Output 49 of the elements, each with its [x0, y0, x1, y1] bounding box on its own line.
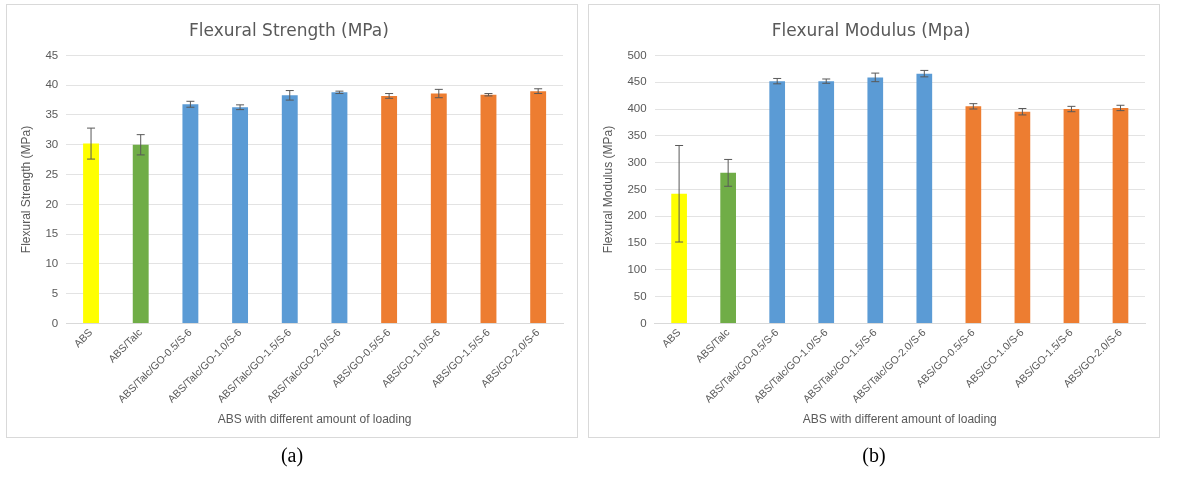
y-tick-label: 35 [45, 108, 59, 121]
y-tick-label: 40 [45, 78, 59, 91]
y-tick-label: 300 [627, 155, 647, 168]
bar [769, 81, 786, 324]
bar [965, 106, 982, 324]
y-tick-label: 15 [45, 227, 59, 240]
y-tick-label: 250 [627, 182, 647, 195]
bar [818, 81, 835, 324]
y-axis-title: Flexural Modulus (MPa) [600, 125, 615, 254]
chart-title: Flexural Strength (MPa) [189, 19, 389, 40]
bar [430, 93, 447, 324]
bar [1063, 109, 1080, 324]
y-tick-label: 500 [627, 48, 647, 61]
x-axis-title: ABS with different amount of loading [217, 412, 412, 427]
y-tick-label: 0 [51, 316, 59, 329]
chart-title: Flexural Modulus (Mpa) [771, 19, 971, 40]
bar [916, 73, 933, 324]
x-axis-title: ABS with different amount of loading [802, 412, 997, 427]
bar [720, 172, 736, 324]
y-tick-label: 5 [51, 286, 59, 299]
y-tick-label: 100 [627, 263, 647, 276]
bar [132, 144, 149, 324]
bar [480, 94, 497, 324]
y-tick-label: 45 [45, 48, 59, 61]
bar [182, 104, 199, 324]
y-tick-label: 25 [45, 167, 59, 180]
y-tick-label: 10 [45, 257, 59, 270]
y-tick-label: 0 [640, 316, 647, 329]
y-tick-label: 450 [627, 75, 647, 88]
y-tick-label: 400 [627, 102, 647, 115]
y-tick-label: 20 [45, 197, 59, 210]
bar [1014, 111, 1031, 324]
bar [1112, 107, 1129, 324]
bar [867, 77, 884, 324]
bar [671, 193, 687, 324]
text: (b) [862, 444, 886, 467]
bar [530, 91, 547, 324]
bar [331, 92, 348, 324]
y-axis-title: Flexural Strength (MPa) [18, 125, 33, 254]
y-tick-label: 200 [627, 209, 647, 222]
bar [381, 95, 398, 324]
bar [232, 107, 249, 324]
y-tick-label: 50 [633, 289, 647, 302]
y-tick-label: 30 [45, 137, 59, 150]
text: (a) [280, 444, 304, 467]
y-tick-label: 350 [627, 129, 647, 142]
bar [281, 95, 298, 324]
y-tick-label: 150 [627, 236, 647, 249]
bar [83, 143, 99, 324]
